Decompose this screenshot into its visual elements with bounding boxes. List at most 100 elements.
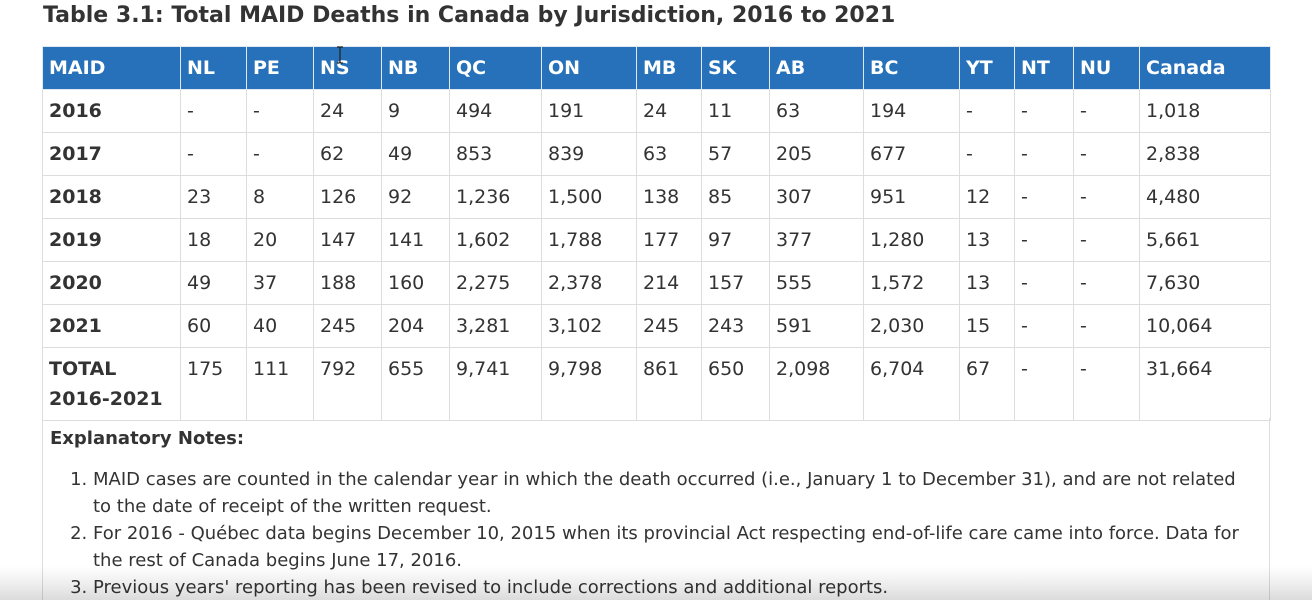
table-cell: - (959, 132, 1015, 176)
row-year-label: 2019 (42, 218, 181, 262)
table-cell: 157 (701, 261, 770, 305)
explanatory-notes: Explanatory Notes: MAID cases are counte… (42, 418, 1270, 600)
table-cell: 555 (769, 261, 864, 305)
table-cell: 2,378 (541, 261, 637, 305)
table-cell: 191 (541, 89, 637, 133)
table-cell: 214 (636, 261, 702, 305)
table-cell: 1,236 (449, 175, 542, 219)
table-cell: 1,018 (1139, 89, 1271, 133)
table-cell: 63 (636, 132, 702, 176)
column-header[interactable]: NL (180, 46, 247, 90)
table-cell: 12 (959, 175, 1015, 219)
table-cell: 10,064 (1139, 304, 1271, 348)
table-cell: - (1073, 132, 1140, 176)
table-row: 2017- -62 49 853 839 63 57 205 677- - -2,838 (42, 132, 1271, 176)
table-cell: 1,788 (541, 218, 637, 262)
table-cell: - (1014, 347, 1074, 421)
table-cell: - (1073, 304, 1140, 348)
table-row: 2020 49 37 188 160 2,275 2,378 214 157 555 1,572 13… (42, 261, 1271, 305)
table-cell: 11 (701, 89, 770, 133)
table-cell: 655 (381, 347, 450, 421)
total-label-line2: 2016-2021 (49, 388, 163, 410)
table-cell: 62 (313, 132, 382, 176)
table-cell: 205 (769, 132, 864, 176)
table-cell: - (1014, 218, 1074, 262)
table-cell: 1,500 (541, 175, 637, 219)
table-cell: 37 (246, 261, 314, 305)
note-item: Previous years' reporting has been revis… (93, 574, 1253, 600)
table-cell: 9,798 (541, 347, 637, 421)
table-cell: 63 (769, 89, 864, 133)
table-cell: 591 (769, 304, 864, 348)
total-label-line1: TOTAL (49, 358, 117, 380)
column-header[interactable]: NU (1073, 46, 1140, 90)
table-cell: 49 (381, 132, 450, 176)
table-cell: 147 (313, 218, 382, 262)
row-year-label: 2016 (42, 89, 181, 133)
table-cell: 111 (246, 347, 314, 421)
table-cell: 307 (769, 175, 864, 219)
table-cell: 243 (701, 304, 770, 348)
table-cell: 194 (863, 89, 960, 133)
table-cell: 2,098 (769, 347, 864, 421)
row-year-label: 2018 (42, 175, 181, 219)
table-cell: 9 (381, 89, 450, 133)
table-row: 2021 60 40 245 204 3,281 3,102 245 243 591 2,030 15… (42, 304, 1271, 348)
column-header[interactable]: NB (381, 46, 450, 90)
row-year-label: 2017 (42, 132, 181, 176)
table-cell: - (180, 132, 247, 176)
table-cell: 60 (180, 304, 247, 348)
table-header-row: MAID NL PE NS NB QC ON MB SK AB BC YT NT… (42, 46, 1271, 90)
table-cell: 3,281 (449, 304, 542, 348)
table-cell: - (246, 89, 314, 133)
table-cell: - (1014, 89, 1074, 133)
table-cell: 494 (449, 89, 542, 133)
column-header[interactable]: NT (1014, 46, 1074, 90)
table-cell: 6,704 (863, 347, 960, 421)
table-cell: 13 (959, 218, 1015, 262)
table-cell: 40 (246, 304, 314, 348)
column-header[interactable]: BC (863, 46, 960, 90)
text-cursor-icon (337, 46, 343, 64)
table-cell: 31,664 (1139, 347, 1271, 421)
table-cell: 138 (636, 175, 702, 219)
table-row: 2016- -24 9 494 191 24 11 63 194- - -1,018 (42, 89, 1271, 133)
table-cell: 1,602 (449, 218, 542, 262)
table-cell: 5,661 (1139, 218, 1271, 262)
column-header[interactable]: PE (246, 46, 314, 90)
table-cell: 177 (636, 218, 702, 262)
column-header[interactable]: YT (959, 46, 1015, 90)
table-row: 2018 23 8 126 92 1,236 1,500 138 85 307 951 12- -4,4… (42, 175, 1271, 219)
table-cell: - (180, 89, 247, 133)
note-item: For 2016 - Québec data begins December 1… (93, 520, 1253, 574)
table-caption: Table 3.1: Total MAID Deaths in Canada b… (43, 3, 896, 28)
column-header[interactable]: NS (313, 46, 382, 90)
table-cell: 677 (863, 132, 960, 176)
table-cell: 126 (313, 175, 382, 219)
table-cell: - (1073, 175, 1140, 219)
table-cell: 9,741 (449, 347, 542, 421)
column-header[interactable]: ON (541, 46, 637, 90)
table-cell: 792 (313, 347, 382, 421)
table-cell: 18 (180, 218, 247, 262)
table-cell: 8 (246, 175, 314, 219)
table-cell: 92 (381, 175, 450, 219)
table-cell: - (1014, 175, 1074, 219)
table-cell: - (1014, 261, 1074, 305)
column-header[interactable]: MB (636, 46, 702, 90)
column-header[interactable]: AB (769, 46, 864, 90)
maid-deaths-table: MAID NL PE NS NB QC ON MB SK AB BC YT NT… (42, 46, 1271, 421)
column-header[interactable]: MAID (42, 46, 181, 90)
table-cell: 7,630 (1139, 261, 1271, 305)
table-cell: 951 (863, 175, 960, 219)
column-header[interactable]: SK (701, 46, 770, 90)
notes-list: MAID cases are counted in the calendar y… (43, 466, 1253, 600)
table-cell: 85 (701, 175, 770, 219)
table-cell: 3,102 (541, 304, 637, 348)
table-cell: 97 (701, 218, 770, 262)
table-cell: 15 (959, 304, 1015, 348)
column-header[interactable]: QC (449, 46, 542, 90)
table-cell: 23 (180, 175, 247, 219)
column-header[interactable]: Canada (1139, 46, 1271, 90)
